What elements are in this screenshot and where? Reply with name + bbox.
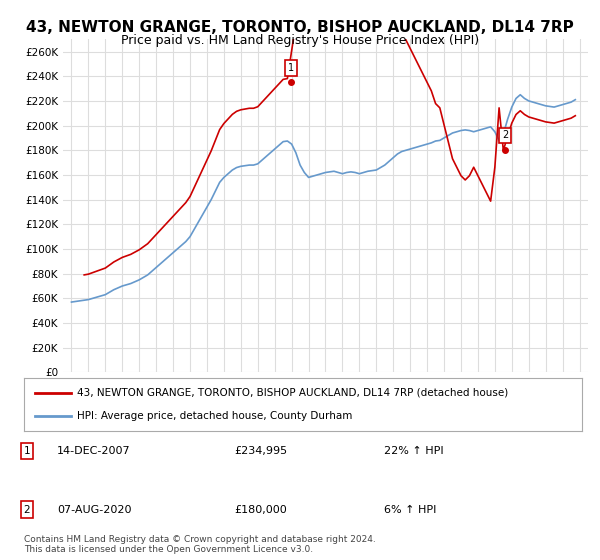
Text: 1: 1: [23, 446, 31, 456]
Text: 22% ↑ HPI: 22% ↑ HPI: [384, 446, 443, 456]
Text: Contains HM Land Registry data © Crown copyright and database right 2024.
This d: Contains HM Land Registry data © Crown c…: [24, 535, 376, 554]
Text: 6% ↑ HPI: 6% ↑ HPI: [384, 505, 436, 515]
Text: 2: 2: [23, 505, 31, 515]
Text: 1: 1: [288, 63, 294, 73]
Text: 43, NEWTON GRANGE, TORONTO, BISHOP AUCKLAND, DL14 7RP (detached house): 43, NEWTON GRANGE, TORONTO, BISHOP AUCKL…: [77, 388, 508, 398]
Text: Price paid vs. HM Land Registry's House Price Index (HPI): Price paid vs. HM Land Registry's House …: [121, 34, 479, 46]
Text: 07-AUG-2020: 07-AUG-2020: [57, 505, 131, 515]
Text: £234,995: £234,995: [234, 446, 287, 456]
Text: 43, NEWTON GRANGE, TORONTO, BISHOP AUCKLAND, DL14 7RP: 43, NEWTON GRANGE, TORONTO, BISHOP AUCKL…: [26, 20, 574, 35]
Text: 14-DEC-2007: 14-DEC-2007: [57, 446, 131, 456]
Text: HPI: Average price, detached house, County Durham: HPI: Average price, detached house, Coun…: [77, 411, 352, 421]
Text: £180,000: £180,000: [234, 505, 287, 515]
Text: 2: 2: [502, 130, 508, 141]
